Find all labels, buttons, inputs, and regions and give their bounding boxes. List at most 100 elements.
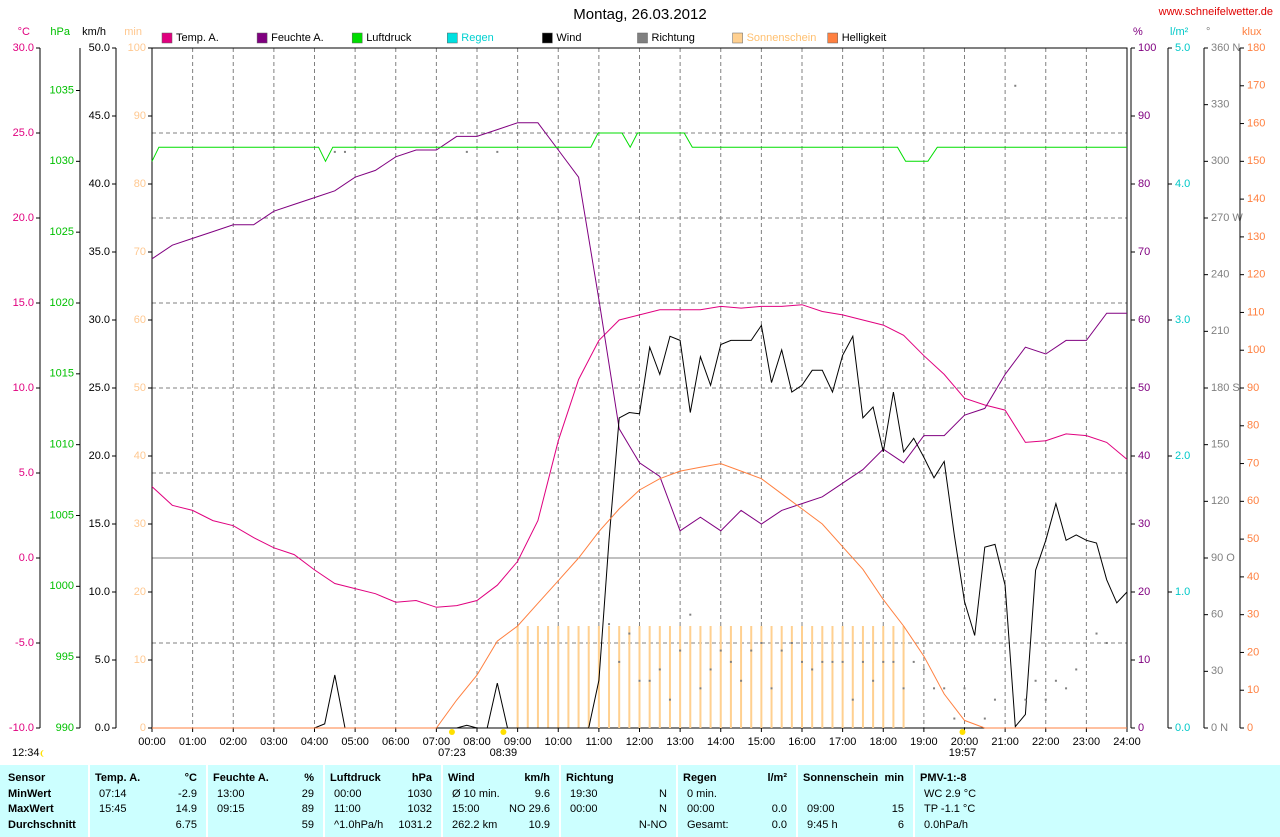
x-tick-label: 15:00 — [748, 736, 776, 748]
direction-dot — [770, 687, 773, 690]
axis-tick-label: 90 O — [1211, 552, 1235, 564]
axis-tick-label: 60 — [134, 314, 146, 326]
axis-tick-label: 15.0 — [89, 518, 110, 530]
legend-label: Helligkeit — [842, 32, 887, 44]
axis-tick-label: 150 — [1247, 155, 1265, 167]
event-label: 08:39 — [490, 747, 518, 759]
x-tick-label: 03:00 — [260, 736, 288, 748]
axis-tick-label: -10.0 — [9, 722, 34, 734]
table-column-title: Richtung — [566, 772, 614, 784]
series-line — [151, 122, 1127, 532]
direction-dot — [750, 649, 753, 652]
table-column-title: Wind — [448, 772, 475, 784]
direction-dot — [933, 687, 936, 690]
legend-label: Sonnenschein — [747, 32, 817, 44]
axis-tick-label: 990 — [56, 722, 74, 734]
axis-tick-label: 90 — [1247, 382, 1259, 394]
axis-tick-label: 70 — [1247, 457, 1259, 469]
axis-tick-label: 1020 — [50, 297, 74, 309]
legend-label: Feuchte A. — [271, 32, 324, 44]
axis-tick-label: 2.0 — [1175, 450, 1190, 462]
axis-tick-label: 40.0 — [89, 178, 110, 190]
axis-tick-label: 5.0 — [1175, 42, 1190, 54]
table-cell: -2.9 — [178, 788, 197, 800]
direction-dot — [912, 660, 915, 663]
direction-dot — [872, 679, 875, 682]
table-row-label: Durchschnitt — [8, 819, 76, 831]
axis-tick-label: 30.0 — [89, 314, 110, 326]
table-column-title: PMV-1:-8 — [920, 772, 966, 784]
legend-swatch — [542, 32, 553, 44]
table-column-unit: min — [884, 772, 904, 784]
direction-dot — [740, 679, 743, 682]
x-tick-label: 10:00 — [544, 736, 572, 748]
table-cell: ^1.0hPa/h — [334, 819, 383, 831]
x-tick-label: 06:00 — [382, 736, 410, 748]
axis-tick-label: 45.0 — [89, 110, 110, 122]
x-tick-label: 05:00 — [341, 736, 369, 748]
axis-tick-label: 1035 — [50, 84, 74, 96]
table-cell: 29 — [302, 788, 314, 800]
axis-tick-label: 60 — [1211, 609, 1223, 621]
direction-dot — [831, 660, 834, 663]
table-column-title: Feuchte A. — [213, 772, 269, 784]
table-cell: NO 29.6 — [509, 803, 550, 815]
direction-dot — [801, 660, 803, 663]
table-background — [0, 765, 1280, 837]
table-cell: WC 2.9 °C — [924, 788, 976, 800]
direction-dot — [1014, 84, 1017, 87]
axis-tick-label: 120 — [1211, 495, 1229, 507]
axis-tick-label: 0.0 — [1175, 722, 1190, 734]
axis-tick-label: 180 — [1247, 42, 1265, 54]
table-cell: N-NO — [639, 819, 668, 831]
direction-dot — [902, 687, 905, 690]
axis-tick-label: 25.0 — [13, 127, 34, 139]
x-tick-label: 11:00 — [586, 736, 613, 748]
axis-tick-label: 20 — [1247, 646, 1259, 658]
axis-tick-label: 10 — [134, 654, 146, 666]
legend-swatch — [827, 32, 838, 44]
legend-swatch — [351, 32, 363, 44]
axis-tick-label: 50 — [134, 382, 146, 394]
direction-dot — [496, 150, 499, 153]
axis-tick-label: 80 — [1138, 178, 1150, 190]
axis-tick-label: 20.0 — [89, 450, 110, 462]
series-line — [151, 304, 1128, 608]
direction-dot — [1105, 642, 1108, 644]
table-cell: 11:00 — [334, 803, 361, 815]
legend-swatch — [161, 32, 173, 44]
direction-dot — [648, 679, 651, 682]
axis-tick-label: 20.0 — [13, 212, 34, 224]
axis-tick-label: 330 — [1211, 99, 1229, 111]
table-column-unit: % — [304, 772, 314, 784]
table-row-label: MinWert — [8, 788, 52, 800]
axis-unit: klux — [1242, 26, 1262, 38]
direction-dot — [780, 649, 783, 652]
axis-tick-label: 0.0 — [19, 552, 34, 564]
axis-tick-label: 100 — [1138, 42, 1156, 54]
direction-dot — [851, 698, 854, 701]
legend-label: Richtung — [652, 32, 695, 44]
table-row-label: MaxWert — [8, 803, 54, 815]
axis-tick-label: 0 — [1247, 722, 1253, 734]
table-cell: 15:45 — [99, 803, 127, 815]
direction-dot — [1034, 679, 1037, 682]
event-marker — [448, 729, 455, 735]
axis-unit: l/m² — [1170, 26, 1189, 38]
axis-tick-label: 1000 — [50, 580, 74, 592]
axis-tick-label: 40 — [1138, 450, 1150, 462]
table-cell: N — [659, 788, 667, 800]
axis-tick-label: 0 — [140, 722, 146, 734]
table-cell: N — [659, 803, 667, 815]
direction-dot — [1044, 698, 1047, 701]
direction-dot — [699, 687, 702, 690]
axis-unit: km/h — [82, 26, 106, 38]
x-tick-label: 18:00 — [869, 736, 897, 748]
axis-tick-label: 110 — [1247, 306, 1265, 318]
table-cell: 9:45 h — [807, 819, 838, 831]
direction-dot — [993, 698, 996, 701]
axis-tick-label: 120 — [1247, 269, 1265, 281]
axis-tick-label: 20 — [134, 586, 146, 598]
table-column-title: Temp. A. — [95, 772, 140, 784]
x-tick-label: 01:00 — [179, 736, 207, 748]
